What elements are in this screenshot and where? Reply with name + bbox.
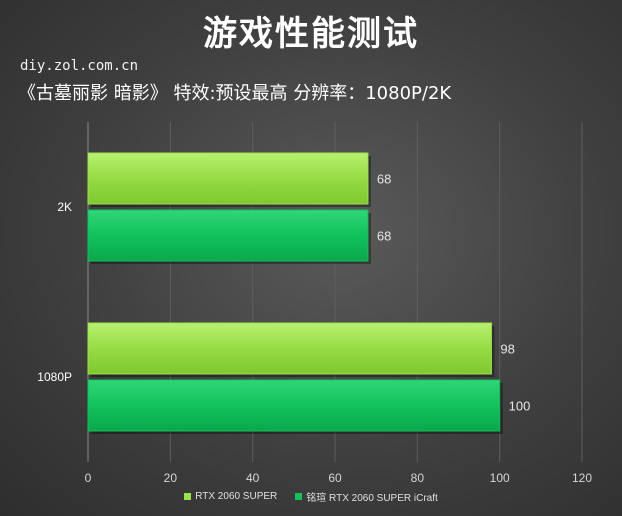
bar-2K-series-2 — [87, 209, 369, 262]
site-url: diy.zol.com.cn — [20, 58, 139, 74]
chart-title: 游戏性能测试 — [203, 14, 419, 54]
x-tick-label: 60 — [328, 471, 342, 485]
x-tick-label: 100 — [490, 471, 510, 485]
legend-item-series-1: RTX 2060 SUPER — [184, 489, 277, 504]
data-label: 98 — [500, 342, 514, 357]
legend-item-series-2: 铭瑄 RTX 2060 SUPER iCraft — [295, 489, 438, 504]
legend-label-series-1: RTX 2060 SUPER — [195, 491, 278, 502]
legend-swatch-series-1 — [184, 493, 192, 500]
legend-swatch-series-2 — [295, 493, 303, 500]
legend: RTX 2060 SUPER 铭瑄 RTX 2060 SUPER iCraft — [0, 489, 622, 504]
bar-1080P-series-2 — [87, 379, 501, 432]
bar-2K-series-1 — [87, 152, 369, 205]
x-tick-label: 20 — [164, 471, 178, 485]
bar-1080P-series-1 — [87, 322, 492, 375]
data-label: 100 — [509, 399, 531, 414]
labels: 0 20 40 60 80 100 120 68 68 2K 98 100 1080P — [37, 172, 592, 486]
x-tick-label: 40 — [246, 471, 260, 485]
category-label: 1080P — [37, 370, 72, 384]
bars — [87, 152, 503, 434]
x-tick-label: 80 — [411, 471, 425, 485]
legend-label-series-2: 铭瑄 RTX 2060 SUPER iCraft — [306, 493, 438, 504]
category-label: 2K — [57, 200, 72, 214]
chart-subtitle: 《古墓丽影 暗影》 特效:预设最高 分辨率：1080P/2K — [18, 83, 452, 104]
data-label: 68 — [377, 229, 391, 244]
x-tick-label: 120 — [572, 471, 592, 485]
data-label: 68 — [377, 172, 391, 187]
x-tick-label: 0 — [85, 471, 92, 485]
